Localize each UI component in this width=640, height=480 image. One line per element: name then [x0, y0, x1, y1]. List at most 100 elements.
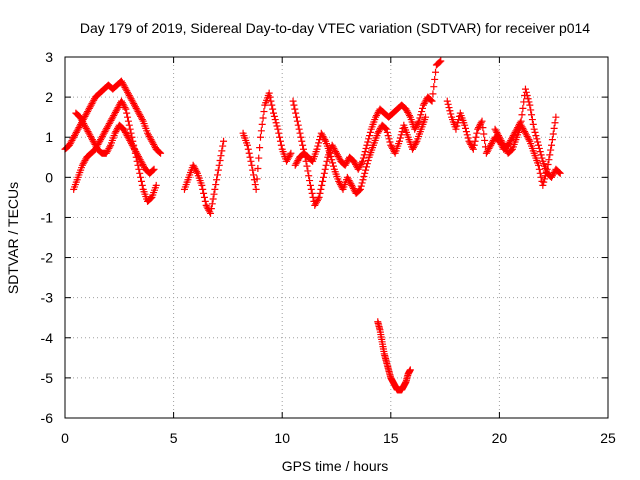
data-point [122, 105, 130, 113]
data-point [480, 130, 488, 138]
data-point [555, 169, 563, 177]
data-point [254, 165, 262, 173]
data-point [267, 97, 275, 105]
data-point [365, 135, 373, 143]
data-point [291, 105, 299, 113]
series-track-g [291, 113, 430, 197]
data-point [523, 92, 531, 100]
data-point [446, 107, 454, 115]
data-point [124, 117, 132, 125]
data-point [215, 161, 223, 169]
data-point [124, 113, 132, 121]
data-point [547, 146, 555, 154]
data-point [542, 169, 550, 177]
y-tick-label: -6 [41, 410, 54, 426]
data-point [218, 147, 226, 155]
data-point [454, 119, 462, 127]
data-point [251, 181, 259, 189]
data-point [416, 114, 424, 122]
data-point [327, 152, 335, 160]
data-point [463, 131, 471, 139]
data-point [356, 185, 364, 193]
data-point [358, 179, 366, 187]
data-point [549, 130, 557, 138]
data-point [277, 141, 285, 149]
data-point [534, 138, 542, 146]
data-point [322, 161, 330, 169]
data-point [359, 154, 367, 162]
data-point [207, 205, 215, 213]
data-point [395, 137, 403, 145]
data-point [268, 101, 276, 109]
data-point [250, 171, 258, 179]
data-point [156, 148, 164, 156]
series-track-i [443, 85, 564, 181]
series-track-e [239, 89, 295, 193]
data-point [297, 133, 305, 141]
data-point [543, 165, 551, 173]
data-point [526, 101, 534, 109]
data-point [315, 193, 323, 201]
data-point [127, 129, 135, 137]
chart-title: Day 179 of 2019, Sidereal Day-to-day VTE… [80, 20, 590, 36]
data-point [359, 157, 367, 165]
y-tick-label: -5 [41, 370, 54, 386]
data-point [308, 189, 316, 197]
data-point [386, 138, 394, 146]
data-point [249, 166, 257, 174]
data-point [208, 200, 216, 208]
data-point [384, 132, 392, 140]
data-point [537, 173, 545, 181]
data-point [360, 173, 368, 181]
data-point [256, 133, 264, 141]
data-point [430, 83, 438, 91]
data-point [199, 185, 207, 193]
data-point [364, 138, 372, 146]
data-point [519, 104, 527, 112]
data-point [548, 136, 556, 144]
data-point [418, 108, 426, 116]
data-point [209, 195, 217, 203]
data-point [518, 111, 526, 119]
data-point [522, 88, 530, 96]
data-point [382, 124, 390, 132]
data-point [529, 120, 537, 128]
data-point [293, 117, 301, 125]
data-point [548, 141, 556, 149]
data-point [319, 177, 327, 185]
x-tick-label: 10 [274, 430, 290, 446]
data-point [293, 113, 301, 121]
data-point [319, 173, 327, 181]
data-point [314, 195, 322, 203]
x-tick-label: 25 [600, 430, 616, 446]
data-point [471, 137, 479, 145]
data-point [266, 93, 274, 101]
data-point [198, 181, 206, 189]
data-point [296, 129, 304, 137]
data-point [245, 149, 253, 157]
data-point [524, 95, 532, 103]
data-point [255, 154, 263, 162]
data-point [363, 160, 371, 168]
data-point [269, 105, 277, 113]
data-point [473, 129, 481, 137]
data-point [396, 134, 404, 142]
data-point [253, 175, 261, 183]
data-point [536, 148, 544, 156]
data-point [552, 113, 560, 121]
data-point [126, 125, 134, 133]
data-point [220, 137, 228, 145]
data-point [200, 189, 208, 197]
data-point [258, 120, 266, 128]
data-point [135, 165, 143, 173]
data-point [157, 149, 165, 157]
data-point [321, 136, 329, 144]
data-point [481, 136, 489, 144]
data-point [289, 97, 297, 105]
data-point [287, 149, 295, 157]
data-point [306, 181, 314, 189]
data-point [323, 157, 331, 165]
data-point [415, 117, 423, 125]
data-point [276, 137, 284, 145]
